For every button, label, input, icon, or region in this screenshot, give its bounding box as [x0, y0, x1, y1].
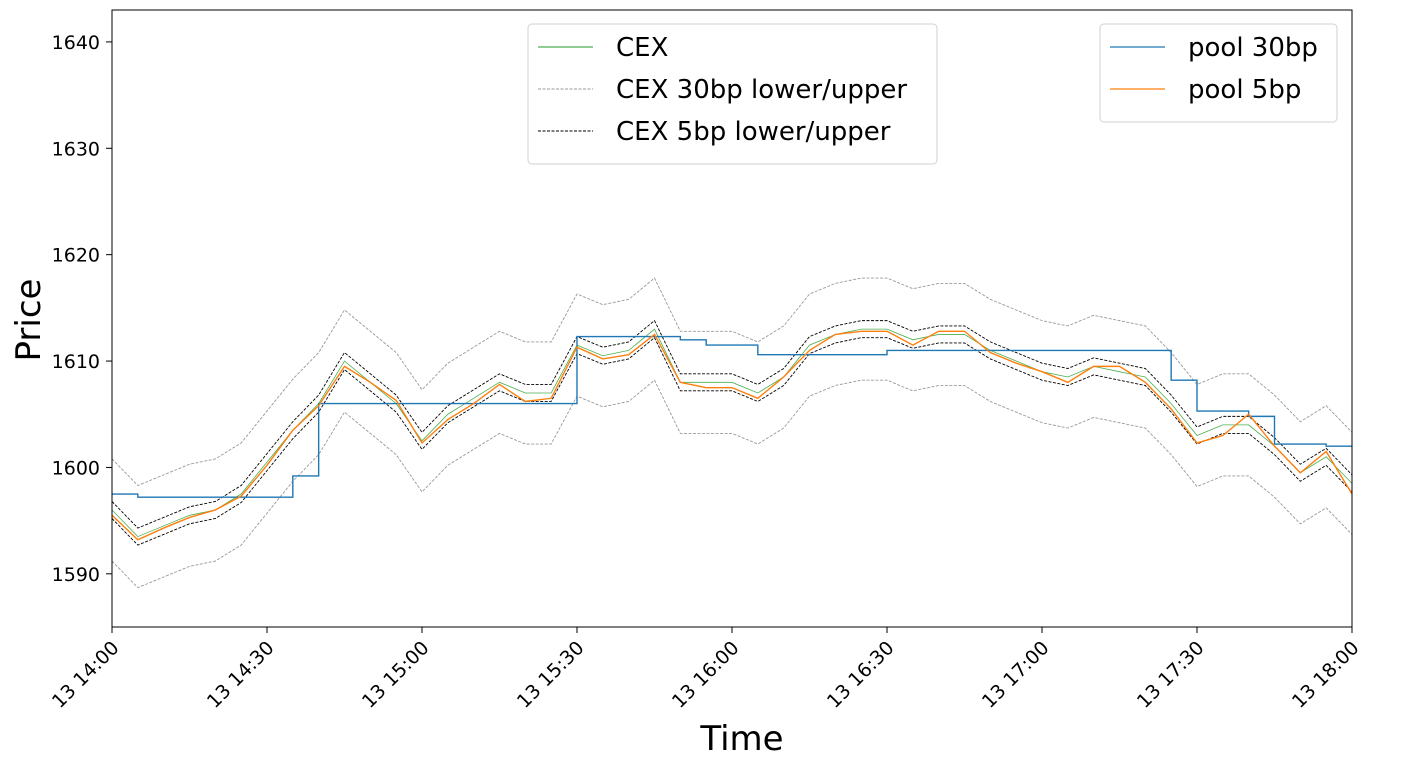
series-line — [112, 319, 1352, 529]
x-tick-label: 13 16:30 — [823, 637, 899, 713]
y-tick-label: 1610 — [52, 351, 100, 373]
legend-label: pool 5bp — [1188, 75, 1301, 105]
y-tick-label: 1600 — [52, 457, 100, 479]
legend-label: CEX — [616, 33, 668, 63]
legend-label: pool 30bp — [1188, 33, 1318, 63]
x-tick-label: 13 15:30 — [513, 637, 589, 713]
legend: CEX CEX 30bp lower/upper CEX 5bp lower/upp… — [527, 23, 938, 165]
x-tick-label: 13 15:00 — [358, 637, 434, 713]
series-line — [112, 330, 1352, 541]
x-tick-label: 13 16:00 — [668, 637, 744, 713]
y-axis-label: Price — [9, 279, 49, 362]
y-tick-label: 1630 — [52, 138, 100, 160]
plot-lines — [112, 277, 1352, 589]
x-tick-label: 13 18:00 — [1288, 637, 1364, 713]
legend-label: CEX 30bp lower/upper — [616, 75, 907, 105]
series-line — [112, 277, 1352, 487]
y-tick-label: 1590 — [52, 564, 100, 586]
legend-box — [527, 23, 938, 165]
x-axis-label: Time — [699, 719, 783, 759]
series-line — [112, 336, 1352, 546]
x-tick-label: 13 17:00 — [978, 637, 1054, 713]
series-line — [112, 379, 1352, 589]
y-tick-label: 1620 — [52, 245, 100, 267]
plot-frame — [111, 9, 1353, 628]
x-tick-label: 13 14:30 — [203, 637, 279, 713]
series-line — [112, 335, 1352, 498]
legend-label: CEX 5bp lower/upper — [616, 117, 891, 147]
x-tick-label: 13 17:30 — [1133, 637, 1209, 713]
x-tick-label: 13 14:00 — [48, 637, 124, 713]
legend-box — [1099, 23, 1338, 123]
legend: pool 30bp pool 5bp — [1099, 23, 1338, 123]
y-tick-label: 1640 — [52, 32, 100, 54]
